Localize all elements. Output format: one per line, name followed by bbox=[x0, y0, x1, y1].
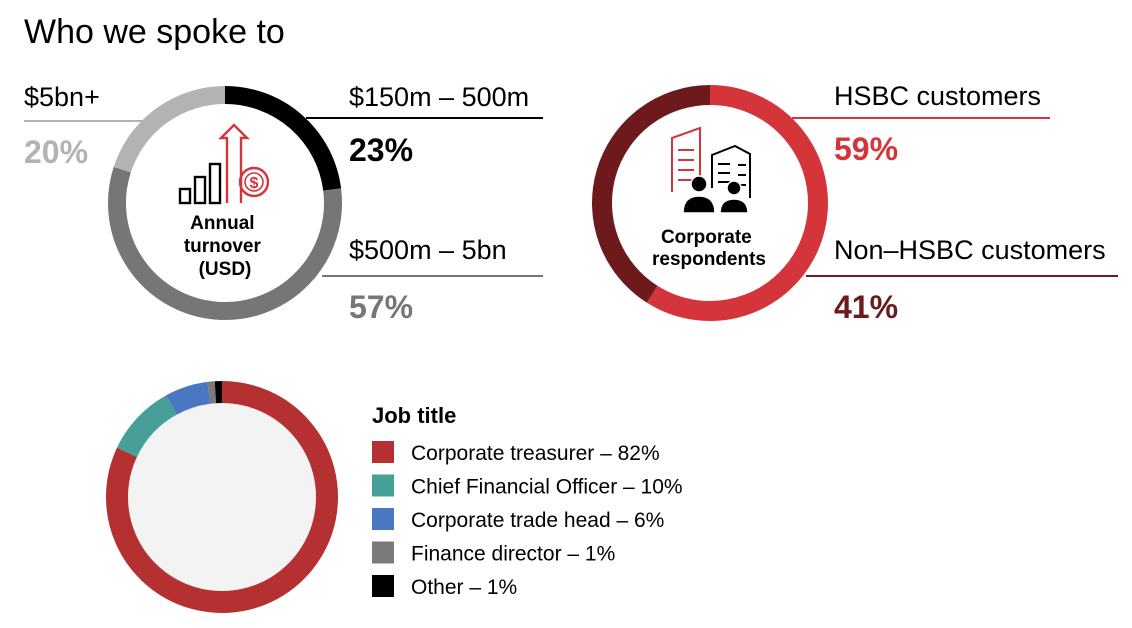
turnover-donut-chart: $ Annual turnover (USD) $150m – 500m 23%… bbox=[24, 82, 543, 325]
job-title-slice-0 bbox=[106, 381, 338, 613]
respondents-slice-1 bbox=[592, 85, 711, 303]
svg-text:$: $ bbox=[250, 175, 259, 192]
turnover-slice-2 bbox=[113, 86, 226, 173]
job-title-donut-chart: Job title Corporate treasurer – 82% Chief… bbox=[106, 381, 683, 613]
turnover-center-line-3: (USD) bbox=[199, 259, 252, 280]
job-title-legend-swatch-0 bbox=[372, 441, 394, 463]
bar-growth-dollar-icon: $ bbox=[178, 123, 270, 205]
job-title-slice-1 bbox=[117, 395, 178, 458]
page-title: Who we spoke to bbox=[24, 13, 285, 51]
job-title-legend-title: Job title bbox=[372, 403, 456, 428]
turnover-value-5bn-plus: 20% bbox=[24, 134, 88, 170]
turnover-value-500m-5bn: 57% bbox=[349, 289, 413, 325]
turnover-center-line-1: Annual bbox=[190, 213, 254, 234]
respondents-value-non-hsbc: 41% bbox=[834, 289, 898, 325]
corporate-buildings-people-icon bbox=[671, 126, 751, 214]
job-title-legend-swatch-1 bbox=[372, 474, 394, 497]
respondents-label-hsbc: HSBC customers bbox=[834, 81, 1041, 111]
job-title-legend-swatch-2 bbox=[372, 508, 394, 530]
job-title-legend-label-1: Chief Financial Officer – 10% bbox=[411, 476, 683, 499]
respondents-value-hsbc: 59% bbox=[834, 131, 898, 167]
job-title-slice-2 bbox=[166, 381, 211, 415]
job-title-donut-center bbox=[122, 397, 322, 597]
respondents-center-line-1: Corporate bbox=[661, 227, 752, 248]
turnover-label-5bn-plus: $5bn+ bbox=[24, 82, 100, 112]
job-title-legend-label-0: Corporate treasurer – 82% bbox=[411, 442, 660, 465]
respondents-slice-0 bbox=[646, 85, 828, 321]
turnover-slice-1 bbox=[108, 166, 342, 320]
turnover-slice-0 bbox=[224, 86, 342, 191]
turnover-label-150m-500m: $150m – 500m bbox=[349, 82, 529, 112]
respondents-label-non-hsbc: Non–HSBC customers bbox=[834, 235, 1106, 265]
job-title-legend-label-4: Other – 1% bbox=[411, 576, 517, 599]
turnover-center-label: Annual turnover (USD) bbox=[184, 213, 266, 280]
job-title-legend: Corporate treasurer – 82% Chief Financial… bbox=[372, 441, 683, 599]
respondents-center-line-2: respondents bbox=[652, 249, 766, 270]
job-title-legend-label-3: Finance director – 1% bbox=[411, 543, 615, 566]
job-title-legend-swatch-3 bbox=[372, 541, 394, 564]
job-title-legend-label-2: Corporate trade head – 6% bbox=[411, 509, 664, 532]
job-title-slice-3 bbox=[207, 381, 217, 404]
turnover-value-150m-500m: 23% bbox=[349, 132, 413, 168]
turnover-label-500m-5bn: $500m – 5bn bbox=[349, 235, 507, 265]
turnover-center-line-2: turnover bbox=[184, 236, 262, 257]
respondents-donut-chart: Corporate respondents HSBC customers 59%… bbox=[592, 81, 1118, 325]
respondents-center-label: Corporate respondents bbox=[652, 227, 766, 270]
job-title-legend-swatch-4 bbox=[372, 575, 394, 597]
